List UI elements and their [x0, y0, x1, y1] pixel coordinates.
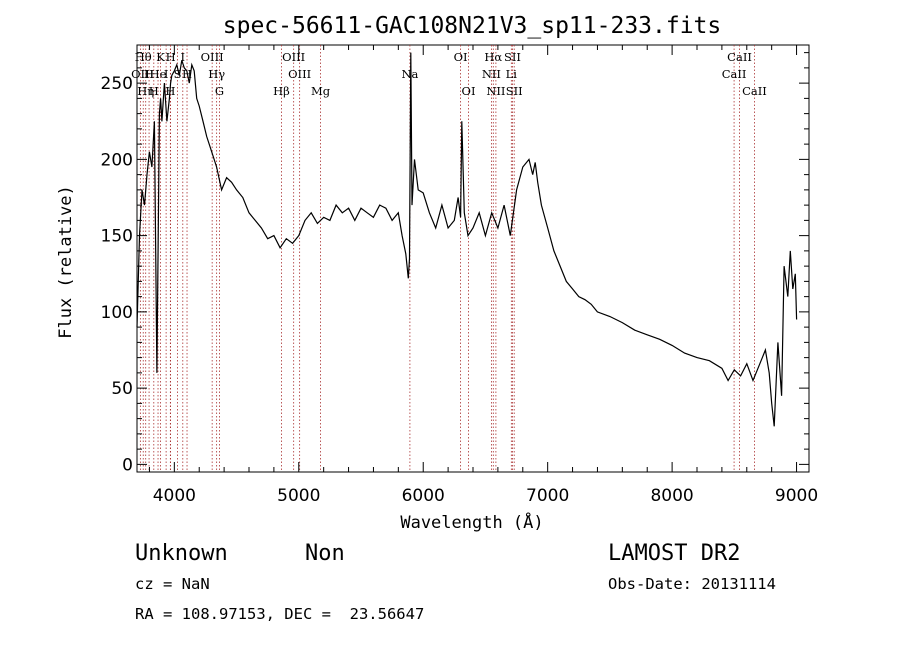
emission-line-label: OI [454, 50, 468, 64]
emission-line-label: G [215, 84, 224, 98]
x-axis-label: Wavelength (Å) [400, 511, 543, 533]
emission-line-label: Na [401, 67, 418, 81]
y-tick-label: 50 [111, 379, 133, 399]
emission-line-label: CaII [722, 67, 747, 81]
emission-line-label: S [174, 67, 182, 81]
emission-line-label: H [166, 50, 176, 64]
emission-line-label: H [144, 67, 154, 81]
y-tick-label: 250 [101, 74, 133, 94]
emission-line-label: NII [486, 84, 505, 98]
x-tick-label: 8000 [650, 486, 693, 506]
emission-line-label: OIII [282, 50, 305, 64]
x-axis-ticks: 4000 5000 6000 7000 8000 9000 [148, 45, 818, 506]
emission-line-label: OI [462, 84, 476, 98]
emission-line-label: I [181, 50, 186, 64]
y-tick-label: 100 [101, 303, 133, 323]
emission-line-label: H [149, 84, 159, 98]
x-tick-label: 5000 [277, 486, 320, 506]
x-tick-label: 9000 [775, 486, 818, 506]
emission-line-label: K [156, 50, 165, 64]
y-tick-label: 150 [101, 227, 133, 247]
plot-frame [136, 44, 810, 473]
survey-name: LAMOST DR2 [608, 541, 740, 566]
emission-line-label: He [150, 67, 167, 81]
chart-title: spec-56611-GAC108N21V3_sp11-233.fits [223, 13, 722, 39]
x-tick-label: 4000 [153, 486, 196, 506]
emission-line-label: NII [482, 67, 501, 81]
y-axis-label: Flux (relative) [56, 185, 76, 339]
emission-line-label: OII [131, 67, 150, 81]
emission-line-markers [139, 45, 755, 472]
object-subclass: Non [305, 541, 345, 566]
emission-line-label: CaII [742, 84, 767, 98]
y-tick-label: 0 [122, 455, 133, 475]
observation-date: Obs-Date: 20131114 [608, 575, 776, 593]
emission-line-label: Mg [311, 84, 331, 98]
redshift-cz: cz = NaN [135, 575, 210, 593]
emission-line-label: Hβ [273, 84, 290, 98]
emission-line-label: SII [506, 84, 523, 98]
object-class: Unknown [135, 541, 228, 566]
emission-line-label: CaII [727, 50, 752, 64]
emission-line-label: Hα [484, 50, 502, 64]
x-tick-label: 6000 [402, 486, 445, 506]
emission-line-label: Hθ [135, 50, 152, 64]
x-tick-label: 7000 [526, 486, 569, 506]
emission-line-label: Hγ [208, 67, 225, 81]
spectrum-line [136, 52, 798, 427]
emission-line-label: SII [504, 50, 521, 64]
emission-line-label: Li [506, 67, 518, 81]
ra-dec: RA = 108.97153, DEC = 23.56647 [135, 605, 424, 623]
y-tick-label: 200 [101, 150, 133, 170]
y-axis-ticks: 0 50 100 150 200 250 [101, 52, 809, 475]
emission-line-label: OIII [288, 67, 311, 81]
emission-line-label: OIII [201, 50, 224, 64]
emission-line-label: Hη [137, 84, 154, 98]
emission-line-label: I [164, 67, 169, 81]
